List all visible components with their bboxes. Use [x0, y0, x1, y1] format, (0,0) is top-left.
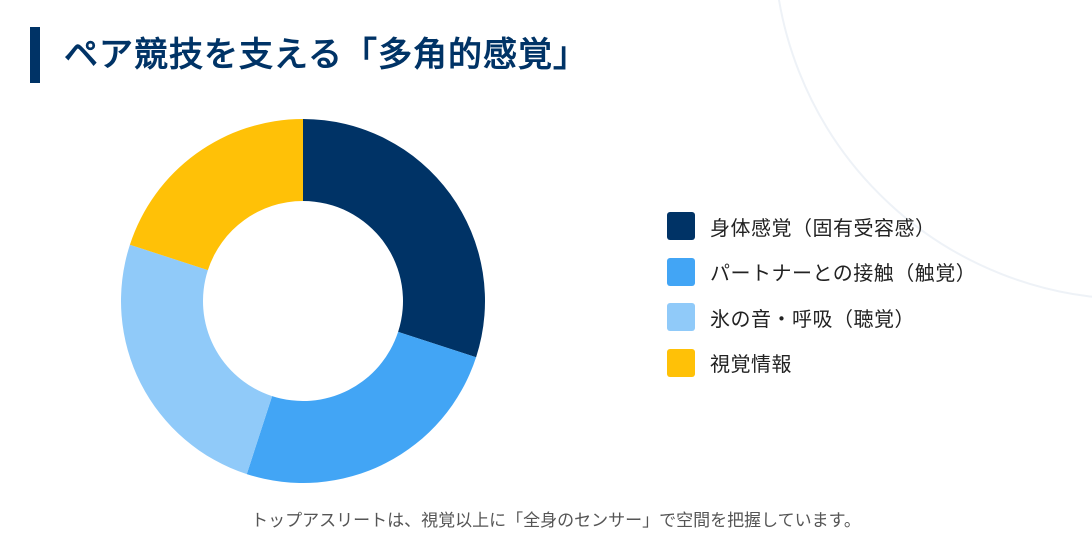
- legend-label: 氷の音・呼吸（聴覚）: [710, 306, 915, 331]
- legend-item-vision: 視覚情報: [667, 348, 976, 377]
- legend-label: パートナーとの接触（触覚）: [710, 261, 977, 285]
- legend-swatch: [667, 257, 695, 286]
- legend-item-touch: パートナーとの接触（触覚）: [667, 257, 977, 286]
- title-accent-bar: [30, 27, 40, 83]
- chart-caption: トップアスリートは、視覚以上に「全身のセンサー」で空間を把握しています。: [251, 511, 861, 531]
- legend-label: 身体感覚（固有受容感）: [710, 215, 936, 240]
- legend-swatch: [667, 303, 695, 331]
- donut-chart: [121, 119, 485, 483]
- donut-segments: [121, 119, 485, 483]
- legend-swatch: [667, 348, 695, 377]
- legend-item-hearing: 氷の音・呼吸（聴覚）: [667, 303, 976, 331]
- donut-segment: [121, 244, 273, 475]
- legend-label: 視覚情報: [710, 352, 792, 376]
- legend-swatch: [667, 212, 695, 240]
- chart-legend: 身体感覚（固有受容感） パートナーとの接触（触覚） 氷の音・呼吸（聴覚） 視覚情…: [667, 212, 976, 394]
- donut-segment: [246, 331, 477, 483]
- page-title: ペア競技を支える「多角的感覚」: [64, 35, 588, 75]
- legend-item-proprioception: 身体感覚（固有受容感）: [667, 212, 976, 240]
- donut-segment: [129, 119, 303, 271]
- donut-segment: [303, 119, 485, 358]
